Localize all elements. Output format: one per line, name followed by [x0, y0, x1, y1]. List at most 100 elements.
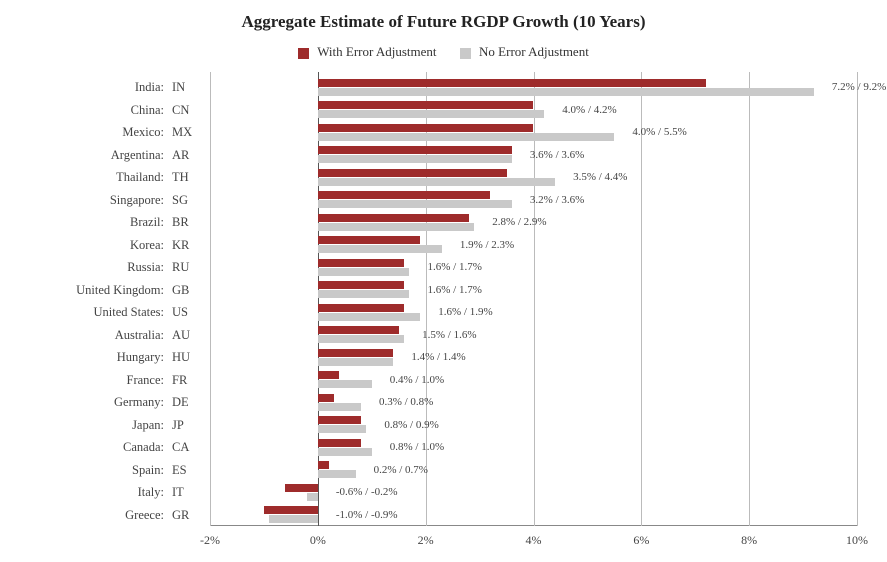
value-label: 1.9% / 2.3%	[460, 240, 514, 251]
row-label: Russia: RU	[127, 261, 200, 274]
value-label: -1.0% / -0.9%	[336, 510, 398, 521]
bars-area: -2%0%2%4%6%8%10%7.2% / 9.2%4.0% / 4.2%4.…	[210, 74, 857, 526]
legend-swatch-2	[460, 48, 471, 59]
country-code: AR	[172, 149, 200, 162]
bar-with-error	[318, 371, 340, 379]
row-label: China:CN	[131, 104, 200, 117]
country-name: United States:	[94, 306, 164, 319]
x-tick-label: 6%	[633, 533, 649, 548]
bar-with-error	[318, 304, 404, 312]
bar-no-error	[318, 245, 442, 253]
bar-with-error	[318, 146, 512, 154]
country-name: Russia:	[127, 261, 164, 274]
legend: With Error Adjustment No Error Adjustmen…	[0, 44, 887, 60]
country-name: Greece:	[125, 509, 164, 522]
value-label: 3.5% / 4.4%	[573, 172, 627, 183]
y-axis-labels: India:INChina:CNMexico:MXArgentina:ARTha…	[0, 74, 200, 526]
row-label: Argentina: AR	[111, 149, 200, 162]
country-name: India:	[135, 81, 164, 94]
value-label: 0.3% / 0.8%	[379, 397, 433, 408]
bar-no-error	[318, 88, 814, 96]
country-name: Argentina:	[111, 149, 164, 162]
bar-with-error	[318, 281, 404, 289]
country-name: Germany:	[114, 396, 164, 409]
row-label: Thailand: TH	[116, 171, 200, 184]
bar-with-error	[318, 416, 361, 424]
country-code: GR	[172, 509, 200, 522]
bar-with-error	[318, 101, 534, 109]
row-label: United Kingdom:GB	[76, 284, 200, 297]
bar-with-error	[318, 124, 534, 132]
legend-item-with-error: With Error Adjustment	[298, 44, 436, 60]
value-label: 1.6% / 1.7%	[427, 262, 481, 273]
country-name: Hungary:	[117, 351, 164, 364]
bar-with-error	[264, 506, 318, 514]
country-code: IT	[172, 486, 200, 499]
bar-no-error	[318, 313, 420, 321]
country-code: IN	[172, 81, 200, 94]
bar-no-error	[318, 403, 361, 411]
legend-label-2: No Error Adjustment	[479, 44, 589, 59]
country-code: RU	[172, 261, 200, 274]
value-label: 0.2% / 0.7%	[374, 465, 428, 476]
gridline	[210, 72, 211, 526]
row-label: Korea:KR	[130, 239, 200, 252]
country-name: Korea:	[130, 239, 164, 252]
bar-no-error	[318, 268, 410, 276]
value-label: 3.2% / 3.6%	[530, 195, 584, 206]
country-code: CA	[172, 441, 200, 454]
country-code: SG	[172, 194, 200, 207]
value-label: 1.6% / 1.7%	[427, 285, 481, 296]
row-label: India: IN	[135, 81, 200, 94]
plot-area: India:INChina:CNMexico:MXArgentina:ARTha…	[0, 74, 887, 526]
row-label: United States:US	[94, 306, 200, 319]
row-label: Brazil:BR	[130, 216, 200, 229]
country-name: Thailand:	[116, 171, 164, 184]
country-code: JP	[172, 419, 200, 432]
bar-no-error	[318, 133, 615, 141]
gridline	[641, 72, 642, 526]
country-code: TH	[172, 171, 200, 184]
country-name: Italy:	[138, 486, 164, 499]
value-label: 4.0% / 4.2%	[562, 105, 616, 116]
country-name: Brazil:	[130, 216, 164, 229]
bar-with-error	[318, 214, 469, 222]
country-code: HU	[172, 351, 200, 364]
x-tick-label: 8%	[741, 533, 757, 548]
bar-no-error	[318, 470, 356, 478]
legend-swatch-1	[298, 48, 309, 59]
bar-no-error	[318, 110, 544, 118]
bar-no-error	[318, 380, 372, 388]
country-name: China:	[131, 104, 164, 117]
country-name: Spain:	[132, 464, 164, 477]
x-tick-label: 4%	[526, 533, 542, 548]
bar-no-error	[318, 335, 404, 343]
x-tick-label: 0%	[310, 533, 326, 548]
bar-no-error	[318, 290, 410, 298]
chart-container: Aggregate Estimate of Future RGDP Growth…	[0, 0, 887, 562]
bar-no-error	[318, 448, 372, 456]
value-label: 4.0% / 5.5%	[632, 127, 686, 138]
country-code: FR	[172, 374, 200, 387]
country-code: DE	[172, 396, 200, 409]
bar-no-error	[307, 493, 318, 501]
x-tick-label: 2%	[418, 533, 434, 548]
row-label: Italy: IT	[138, 486, 200, 499]
row-label: Singapore:SG	[110, 194, 200, 207]
row-label: France:FR	[127, 374, 200, 387]
bar-with-error	[318, 259, 404, 267]
row-label: Hungary: HU	[117, 351, 200, 364]
x-tick-label: -2%	[200, 533, 220, 548]
value-label: -0.6% / -0.2%	[336, 487, 398, 498]
bar-no-error	[318, 223, 474, 231]
value-label: 0.8% / 0.9%	[384, 420, 438, 431]
country-code: ES	[172, 464, 200, 477]
legend-label-1: With Error Adjustment	[317, 44, 436, 59]
row-label: Spain: ES	[132, 464, 200, 477]
bar-with-error	[318, 169, 507, 177]
country-name: Mexico:	[122, 126, 164, 139]
x-tick-label: 10%	[846, 533, 868, 548]
bar-no-error	[318, 155, 512, 163]
bar-no-error	[269, 515, 318, 523]
value-label: 1.5% / 1.6%	[422, 330, 476, 341]
